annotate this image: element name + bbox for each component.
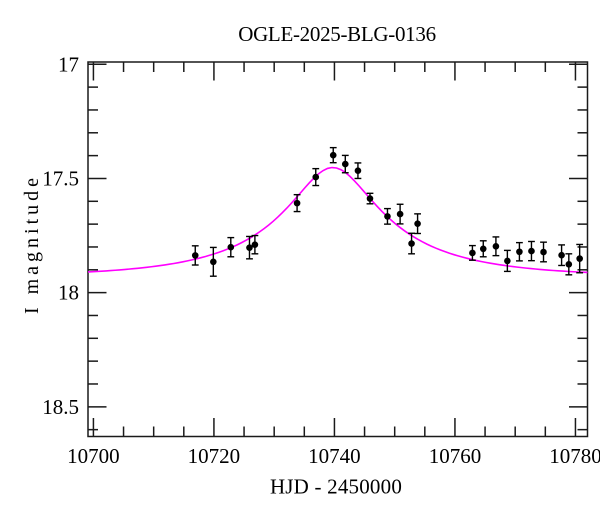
model-curve-line: [87, 166, 588, 274]
data-point: [227, 243, 235, 251]
data-point: [366, 195, 374, 202]
data-point: [504, 257, 511, 265]
axis-ticks: [88, 62, 588, 437]
y-tick-label: 17.5: [42, 166, 79, 190]
data-point: [408, 240, 415, 247]
x-tick-label: 10780: [549, 444, 600, 468]
data-point: [528, 247, 535, 255]
x-axis-label: HJD - 2450000: [270, 475, 402, 499]
model-curve: [87, 166, 588, 274]
data-point: [191, 252, 199, 259]
data-point: [540, 248, 547, 256]
data-point: [516, 248, 523, 256]
plot-frame: [87, 61, 589, 438]
data-point: [210, 258, 217, 266]
chart-title: OGLE-2025-BLG-0136: [238, 22, 436, 46]
data-point: [558, 251, 565, 259]
data-point: [469, 249, 476, 257]
x-tick-label: 10700: [67, 444, 120, 468]
data-point: [565, 261, 573, 268]
data-points: [191, 146, 584, 277]
data-point: [312, 173, 320, 181]
data-point: [329, 151, 337, 159]
x-tick-label: 10760: [429, 444, 482, 468]
data-point: [414, 220, 421, 227]
data-point: [492, 242, 500, 250]
data-point: [354, 167, 362, 174]
x-tick-label: 10740: [308, 444, 361, 468]
x-tick-label: 10720: [188, 444, 241, 468]
y-axis-label: I magnitude: [21, 174, 43, 314]
data-point: [251, 241, 259, 248]
y-tick-label: 18: [58, 281, 79, 305]
data-point: [479, 245, 487, 253]
y-tick-label: 17: [58, 52, 79, 76]
data-point: [396, 210, 404, 218]
plot-border: [87, 61, 589, 438]
y-tick-label: 18.5: [42, 395, 79, 419]
data-point: [341, 160, 349, 168]
data-point: [293, 199, 301, 207]
data-point: [576, 255, 583, 262]
data-point: [384, 213, 391, 220]
tick-labels: 10700 10720 10740 10760 10780 17 17.5 18 18.5: [42, 52, 600, 468]
data-point: [246, 244, 253, 251]
